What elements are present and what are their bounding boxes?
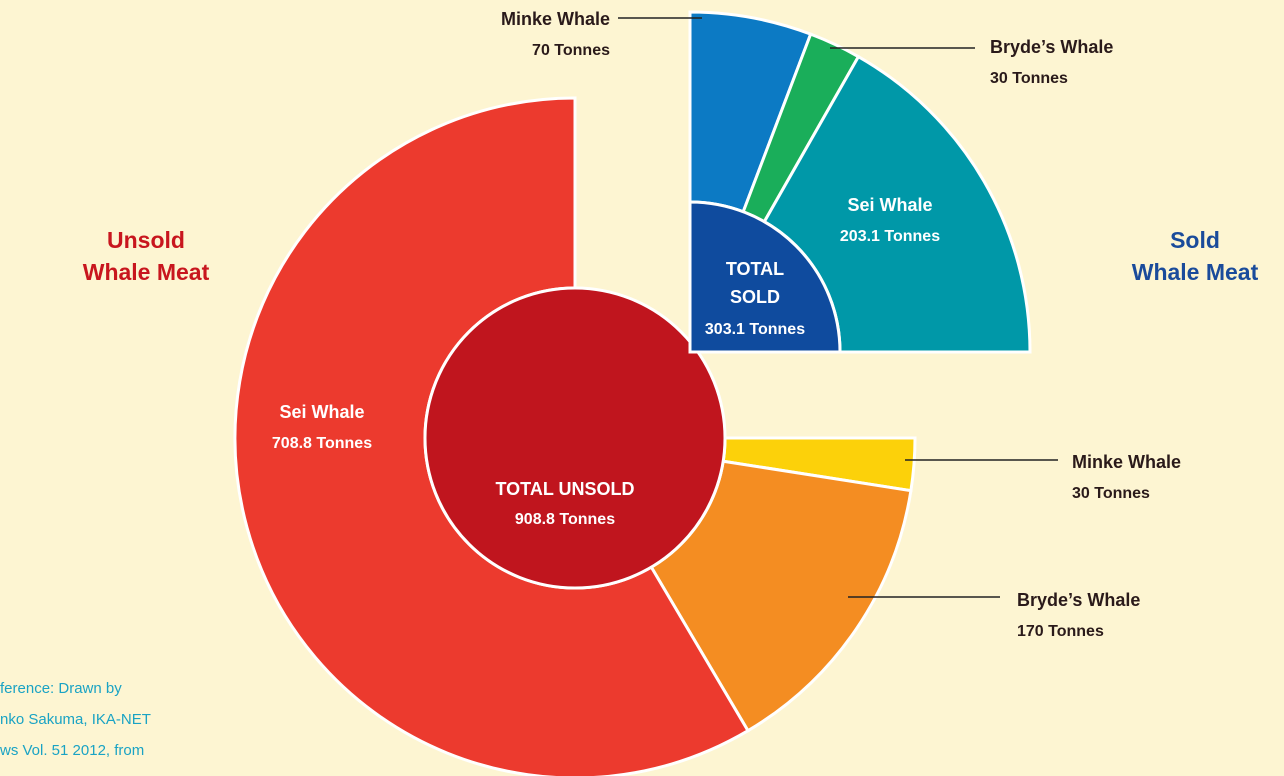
segment-name: Bryde’s Whale: [990, 37, 1113, 57]
group-title: Whale Meat: [83, 259, 210, 285]
total-circle: [423, 286, 727, 590]
total-value-label: 908.8 Tonnes: [515, 511, 615, 528]
reference: ws Vol. 51 2012, from: [0, 742, 144, 759]
total-wedge: [688, 200, 842, 354]
segment-name: Sei Whale: [847, 195, 932, 215]
reference: nko Sakuma, IKA-NET: [0, 711, 151, 728]
total-value-label: 303.1 Tonnes: [705, 321, 805, 338]
segment-value-label: 30 Tonnes: [990, 70, 1068, 87]
segment-value-label: 203.1 Tonnes: [840, 228, 940, 245]
segment-name: Minke Whale: [501, 9, 610, 29]
total-label: TOTAL UNSOLD: [496, 479, 635, 499]
segment-value-label: 30 Tonnes: [1072, 485, 1150, 502]
reference: ference: Drawn by: [0, 680, 122, 697]
segment-value-label: 70 Tonnes: [532, 42, 610, 59]
segment-name: Sei Whale: [279, 402, 364, 422]
group-title: Sold: [1170, 227, 1220, 253]
segment-name: Minke Whale: [1072, 452, 1181, 472]
group-title: Unsold: [107, 227, 185, 253]
total-label: TOTAL: [726, 259, 784, 279]
group-title: Whale Meat: [1132, 259, 1259, 285]
segment-value-label: 708.8 Tonnes: [272, 435, 372, 452]
segment-value-label: 170 Tonnes: [1017, 623, 1104, 640]
segment-name: Bryde’s Whale: [1017, 590, 1140, 610]
total-label: SOLD: [730, 287, 780, 307]
